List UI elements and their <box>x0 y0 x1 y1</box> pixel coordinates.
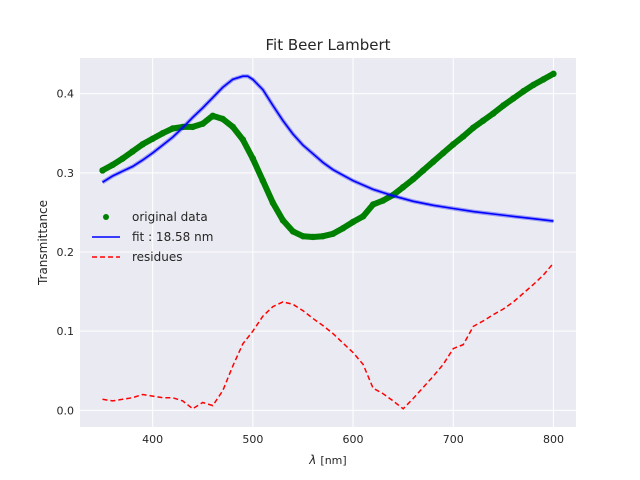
data-point <box>329 230 337 237</box>
data-point <box>460 133 467 140</box>
data-point <box>289 228 297 235</box>
data-point <box>419 167 427 174</box>
x-axis-unit: [nm] <box>320 454 346 467</box>
data-point <box>480 117 487 124</box>
data-point <box>239 136 247 143</box>
data-point <box>520 88 527 95</box>
x-tick-label: 600 <box>343 433 364 446</box>
original-data-trace <box>99 70 557 240</box>
data-point <box>409 175 417 183</box>
data-point <box>259 177 267 184</box>
y-tick-label: 0.1 <box>57 325 75 338</box>
data-point <box>440 149 447 157</box>
data-point <box>540 76 547 83</box>
data-point <box>379 197 387 204</box>
y-axis-label: Transmittance <box>36 200 50 286</box>
x-tick-label: 700 <box>443 433 464 446</box>
data-point <box>510 95 517 102</box>
y-tick-label: 0.2 <box>57 246 75 259</box>
data-point <box>99 167 106 174</box>
data-point <box>359 213 367 220</box>
data-point <box>309 233 317 241</box>
data-point <box>199 120 206 127</box>
data-point <box>269 199 277 207</box>
y-tick-label: 0.4 <box>57 88 75 101</box>
data-point <box>470 124 477 131</box>
data-point <box>530 81 537 89</box>
fit-line <box>102 75 554 222</box>
tick-labels: 400 500 600 700 800 0.0 0.1 0.2 0.3 0.4 <box>57 88 564 446</box>
data-point <box>500 102 507 109</box>
y-tick-label: 0.3 <box>57 167 75 180</box>
data-point <box>450 141 457 148</box>
chart-title: Fit Beer Lambert <box>266 36 391 54</box>
data-point <box>369 201 377 208</box>
data-point <box>349 218 357 226</box>
x-tick-label: 500 <box>242 433 263 446</box>
data-point <box>229 123 237 131</box>
data-point <box>149 135 156 142</box>
data-point <box>159 130 166 137</box>
legend-label-residues: residues <box>132 250 183 264</box>
data-point <box>249 155 257 162</box>
data-point <box>209 112 216 120</box>
grid <box>80 58 576 427</box>
legend: original data fit : 18.58 nm residues <box>92 210 213 264</box>
x-tick-label: 400 <box>142 433 163 446</box>
legend-label-original-data: original data <box>132 210 208 224</box>
data-point <box>550 70 557 78</box>
data-point <box>279 217 287 224</box>
data-point <box>490 110 497 117</box>
x-axis-symbol: λ <box>308 453 316 467</box>
x-tick-label: 800 <box>543 433 564 446</box>
series-layer <box>99 70 557 410</box>
data-point <box>299 232 307 240</box>
data-point <box>430 158 437 165</box>
data-point <box>129 148 136 155</box>
plot-background <box>80 58 576 427</box>
data-point <box>339 225 347 232</box>
data-point <box>109 161 116 169</box>
residues-line <box>102 262 555 410</box>
data-point <box>169 125 176 132</box>
data-point <box>189 123 196 131</box>
legend-label-fit: fit : 18.58 nm <box>132 230 213 244</box>
data-point <box>399 183 407 191</box>
data-point <box>119 155 126 162</box>
x-axis-label: λ [nm] <box>308 453 346 467</box>
y-tick-label: 0.0 <box>57 404 75 417</box>
data-point <box>219 115 226 123</box>
data-point <box>319 232 327 240</box>
legend-marker-original-data <box>103 214 109 220</box>
data-point <box>139 141 146 148</box>
original-data-series <box>99 70 557 241</box>
